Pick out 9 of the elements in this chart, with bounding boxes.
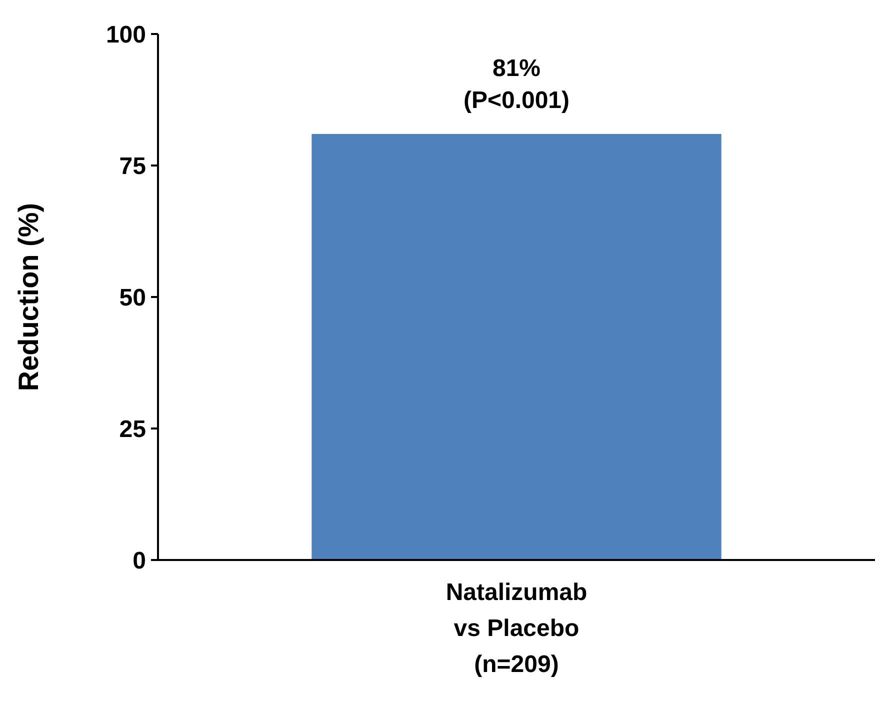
- y-tick-label: 100: [106, 21, 146, 48]
- y-tick-label: 0: [132, 547, 146, 574]
- x-tick-label: Natalizumab vs Placebo (n=209): [446, 579, 588, 678]
- data-label: 81%: [492, 54, 541, 82]
- y-tick-label: 50: [119, 284, 146, 312]
- y-tick-label: 25: [119, 416, 146, 443]
- annotation: (P<0.001): [463, 86, 570, 114]
- y-axis-title: Reduction (%): [13, 202, 44, 392]
- y-tick-label: 75: [119, 152, 146, 180]
